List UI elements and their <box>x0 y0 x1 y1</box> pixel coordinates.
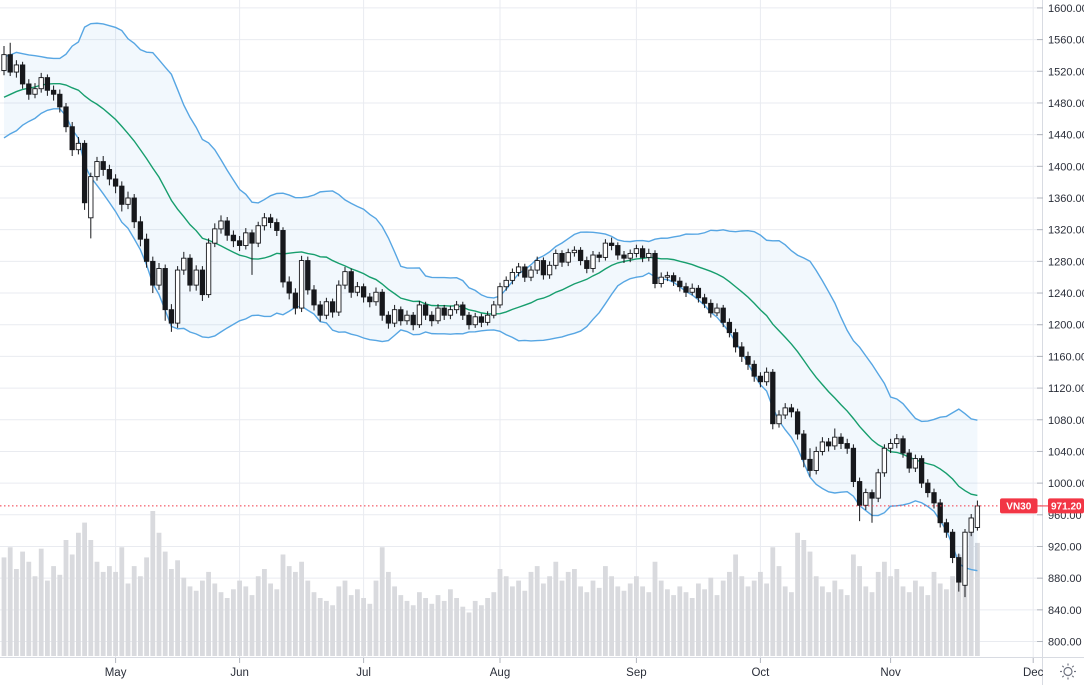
price-tick-label: 1520.00 <box>1048 66 1084 78</box>
price-tick-label: 880.00 <box>1048 573 1082 585</box>
price-tick-label: 1600.00 <box>1048 3 1084 15</box>
volume-bars <box>1 511 980 656</box>
price-tick-label: 1360.00 <box>1048 193 1084 205</box>
gridlines <box>0 0 1042 657</box>
price-tick-label: 1160.00 <box>1048 351 1084 363</box>
price-tick-label: 1240.00 <box>1048 288 1084 300</box>
price-tick-label: 1200.00 <box>1048 320 1084 332</box>
time-axis[interactable]: May Jun Jul Aug Sep Oct Nov Dec <box>105 658 1084 685</box>
month-label: Sep <box>626 667 646 679</box>
price-tick-label: 1440.00 <box>1048 130 1084 142</box>
price-flag-label: 971.20 <box>1051 502 1082 513</box>
price-tick-label: 1320.00 <box>1048 225 1084 237</box>
candles <box>1 42 981 598</box>
bollinger-bands <box>3 22 978 572</box>
month-label: May <box>105 667 127 679</box>
sun-icon[interactable] <box>1060 663 1076 680</box>
price-tick-label: 840.00 <box>1048 605 1082 617</box>
month-label: Oct <box>751 667 770 679</box>
symbol-flag-label: VN30 <box>1006 502 1031 513</box>
price-tick-label: 1400.00 <box>1048 161 1084 173</box>
price-tick-label: 1560.00 <box>1048 35 1084 47</box>
month-label: Jun <box>230 667 249 679</box>
symbol-flag-bg <box>1000 498 1038 514</box>
month-label: Dec <box>1023 667 1044 679</box>
price-tick-label: 800.00 <box>1048 637 1082 649</box>
month-label: Nov <box>880 667 901 679</box>
price-tick-label: 1120.00 <box>1048 383 1084 395</box>
price-tick-label: 920.00 <box>1048 541 1082 553</box>
price-tick-label: 1040.00 <box>1048 446 1084 458</box>
price-tick-label: 1480.00 <box>1048 98 1084 110</box>
price-flag-bg <box>1048 498 1084 514</box>
price-flag: VN30 971.20 <box>1000 498 1084 514</box>
month-label: Jul <box>356 667 371 679</box>
price-tick-label: 1280.00 <box>1048 256 1084 268</box>
price-tick-label: 1080.00 <box>1048 415 1084 427</box>
price-tick-label: 1000.00 <box>1048 478 1084 490</box>
month-label: Aug <box>490 667 510 679</box>
price-axis[interactable]: 1600.00 1560.00 1520.00 1480.00 1440.00 1400.… <box>1037 3 1084 649</box>
